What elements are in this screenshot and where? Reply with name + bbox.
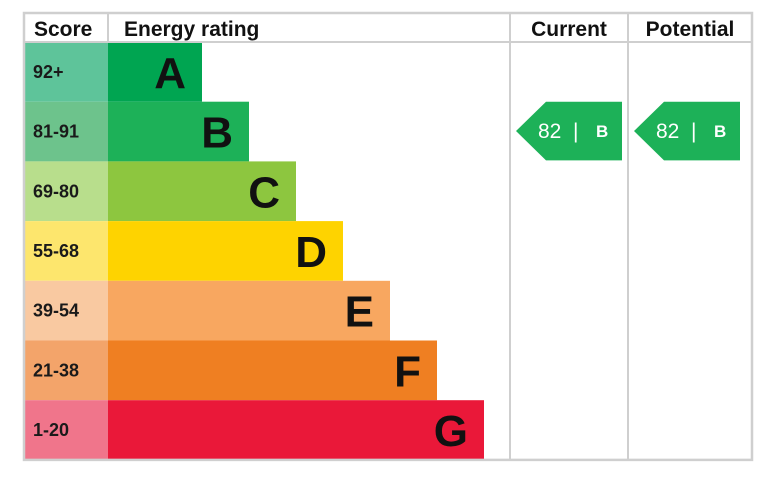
current-rating-tag-arrow [516,101,622,161]
score-cell-a [24,42,108,102]
band-bar-f [108,340,437,401]
band-letter-a: A [154,49,186,98]
potential-rating-tag-band: B [714,122,726,141]
potential-rating-tag-arrow [634,101,740,161]
header-current: Current [531,18,607,41]
header-energy-rating: Energy rating [124,18,259,41]
rating-indicators: 82 | B 82 | B [516,101,740,161]
band-bar-g [108,400,484,460]
score-range-d: 55-68 [33,241,79,261]
score-range-c: 69-80 [33,181,79,201]
band-letter-e: E [345,288,374,337]
chart-header-row: Score Energy rating Current Potential [34,18,734,41]
band-letter-g: G [434,407,468,456]
band-bar-e [108,280,390,341]
potential-rating-tag: 82 | B [634,101,740,161]
potential-rating-tag-separator: | [691,120,696,143]
band-bar-a [108,42,202,102]
band-bar-c [108,161,296,222]
band-letter-b: B [201,109,233,158]
band-letter-d: D [295,228,327,277]
current-rating-tag-value: 82 [538,120,561,143]
header-potential: Potential [646,18,735,41]
score-cell-d [24,221,108,281]
score-range-f: 21-38 [33,360,79,380]
score-cell-c [24,161,108,222]
score-cell-f [24,340,108,401]
score-range-e: 39-54 [33,301,79,321]
score-cell-b [24,101,108,162]
score-cell-g [24,400,108,460]
score-range-b: 81-91 [33,122,79,142]
score-range-g: 1-20 [33,420,69,440]
band-letter-c: C [248,168,280,217]
band-bar-d [108,221,343,281]
header-score: Score [34,18,92,41]
band-letter-f: F [394,347,421,396]
outer-border [22,11,754,462]
score-cell-e [24,280,108,341]
potential-rating-tag-value: 82 [656,120,679,143]
chart-frame [22,11,754,462]
current-rating-tag-band: B [596,122,608,141]
current-rating-tag-separator: | [573,120,578,143]
current-rating-tag: 82 | B [516,101,622,161]
rating-bands: 92+ A 81-91 B 69-80 C 55-68 D 39-54 E 21-38 F 1-20 G [24,42,484,460]
score-range-a: 92+ [33,62,64,82]
band-bar-b [108,101,249,162]
